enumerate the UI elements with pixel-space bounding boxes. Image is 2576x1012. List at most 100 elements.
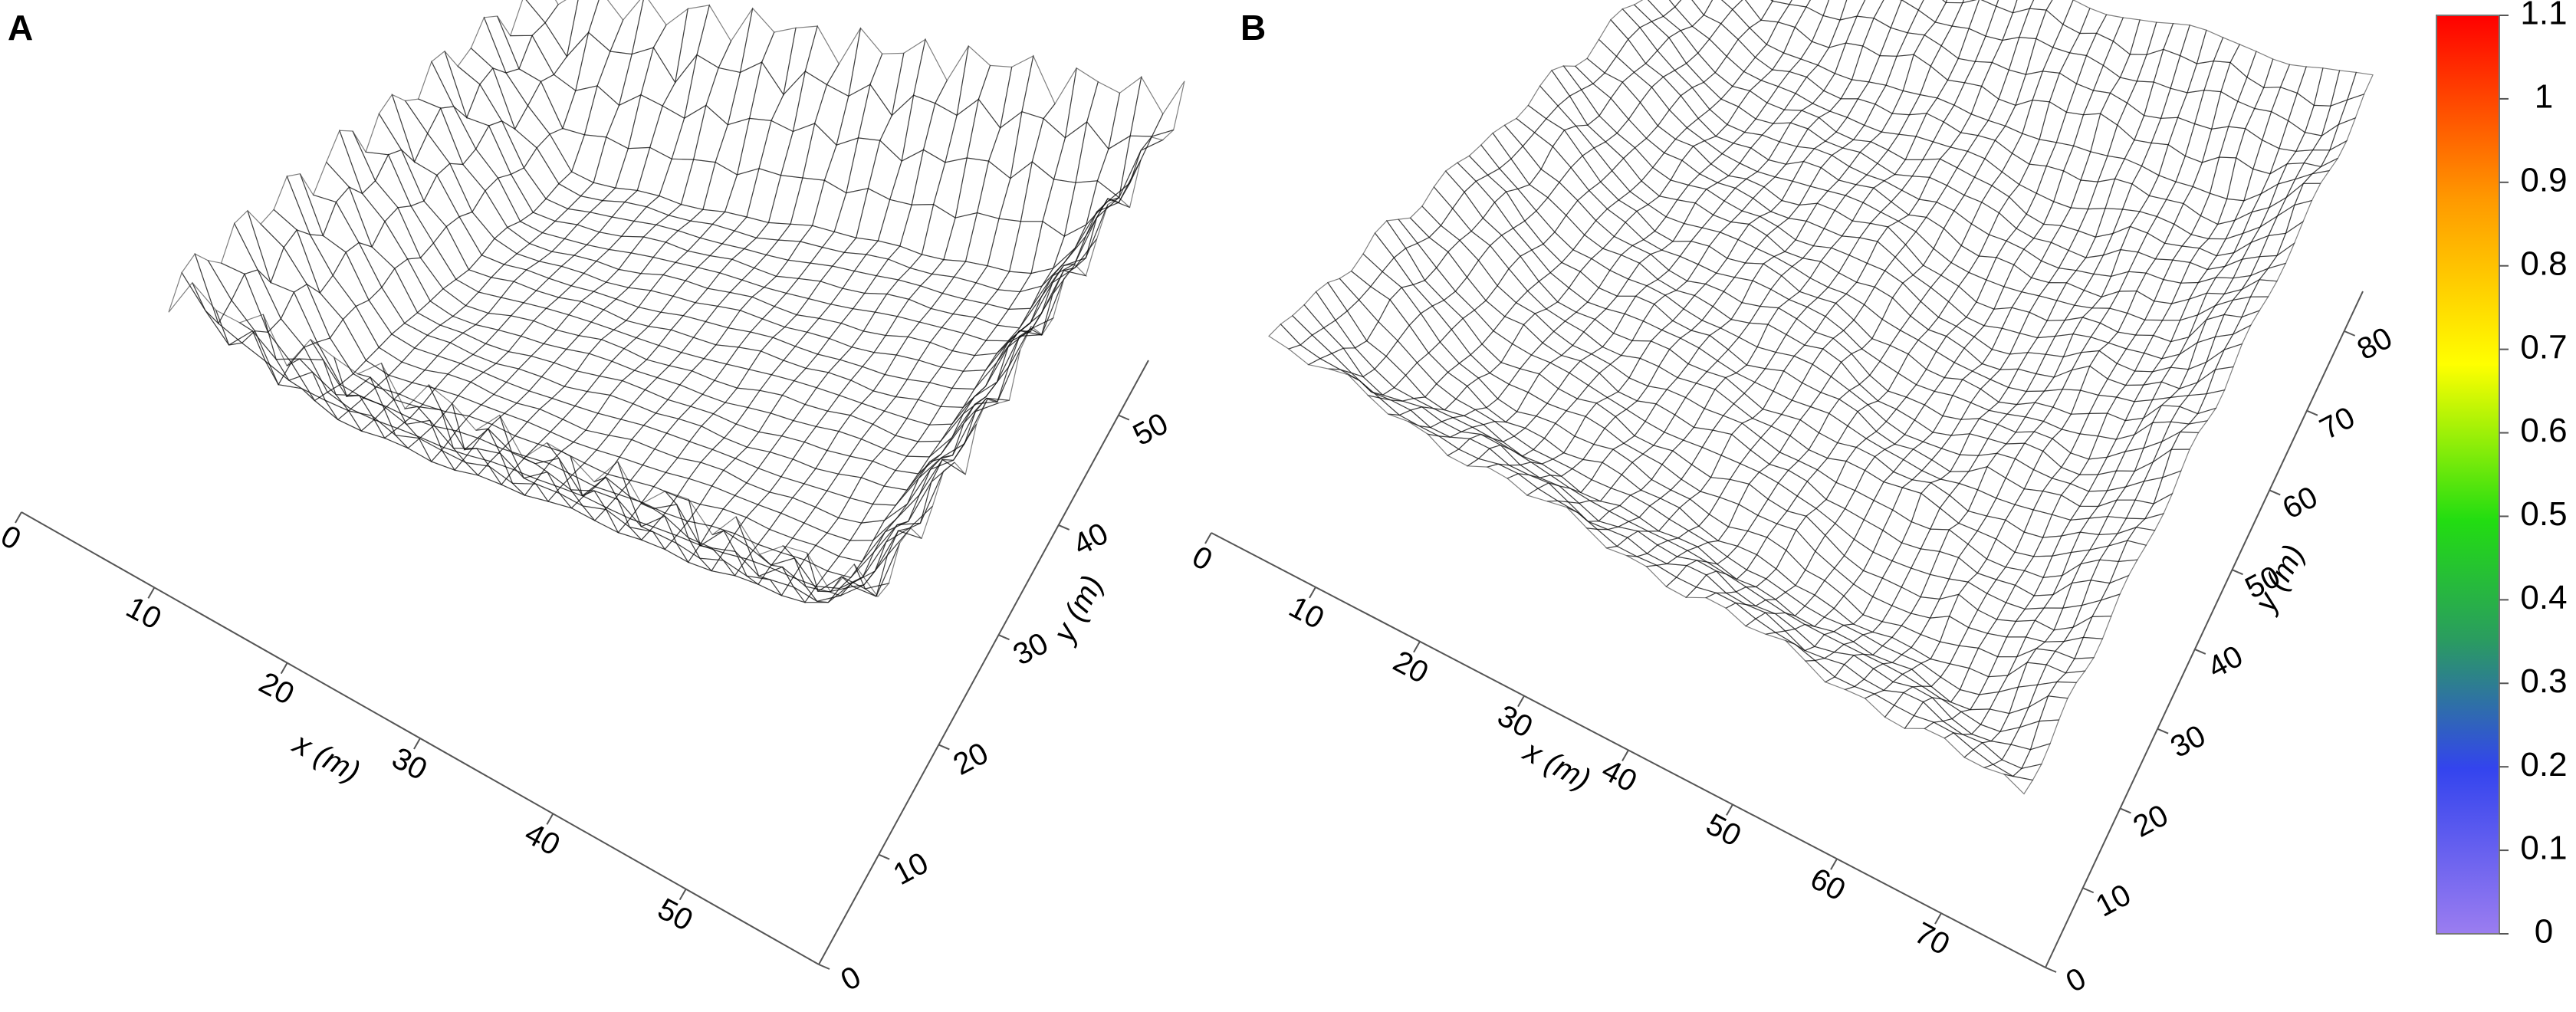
surface-cell <box>1862 596 1893 623</box>
surface-cell <box>1668 337 1700 365</box>
surface-cell <box>1939 615 1970 646</box>
surface-cell <box>1650 329 1681 350</box>
surface-cell <box>2183 186 2211 217</box>
surface-cell <box>580 182 616 202</box>
surface-cell <box>1715 123 1746 144</box>
surface-cell <box>1681 145 1712 175</box>
surface-cell <box>2119 54 2147 82</box>
surface-cell <box>1451 191 1484 232</box>
surface-cell <box>2068 32 2098 57</box>
surface-cell <box>1096 182 1131 212</box>
surface-cell <box>1814 657 1845 678</box>
surface-cell <box>2033 574 2063 596</box>
surface-cell <box>1813 633 1845 653</box>
surface-cell <box>826 430 863 457</box>
surface-cell <box>2091 593 2121 618</box>
surface-cell <box>481 238 518 265</box>
surface-cell <box>1737 530 1768 556</box>
surface-cell <box>2193 90 2222 130</box>
surface-cell <box>748 61 784 122</box>
surface-cell <box>943 212 978 262</box>
surface-cell <box>723 530 760 577</box>
surface-cell <box>2214 343 2243 370</box>
surface-cell <box>1611 157 1642 192</box>
surface-cell <box>557 171 595 197</box>
surface-cell <box>2058 249 2087 271</box>
panel-a-y-tick-label: 10 <box>888 846 934 892</box>
surface-cell <box>2319 140 2348 168</box>
surface-cell <box>653 432 691 458</box>
surface-cell <box>633 359 671 379</box>
surface-cell <box>1960 223 1990 257</box>
surface-cell <box>1818 412 1848 444</box>
surface-cell <box>490 264 527 282</box>
surface-cell <box>1576 384 1608 404</box>
surface-cell <box>1620 245 1652 264</box>
surface-cell <box>1871 318 1901 347</box>
panel-a-x-tick <box>546 813 554 825</box>
surface-cell <box>906 360 942 383</box>
surface-cell <box>1140 129 1175 151</box>
surface-cell <box>1799 406 1830 434</box>
surface-cell <box>1787 202 1819 222</box>
surface-cell <box>1911 158 1941 178</box>
surface-cell <box>790 177 826 226</box>
surface-cell <box>1591 462 1623 489</box>
surface-cell <box>705 67 741 126</box>
surface-cell <box>815 532 851 557</box>
surface-cell <box>2022 99 2051 140</box>
surface-cell <box>1010 110 1044 180</box>
surface-cell <box>1769 274 1801 301</box>
surface-cell <box>680 337 717 360</box>
surface-cell <box>2003 773 2034 795</box>
surface-cell <box>1592 72 1624 99</box>
surface-cell <box>2047 681 2078 699</box>
surface-cell <box>1806 202 1836 229</box>
surface-cell <box>1075 120 1109 183</box>
surface-cell <box>1901 479 1932 495</box>
surface-cell <box>667 384 704 407</box>
surface-cell <box>1498 463 1530 475</box>
surface-cell <box>596 394 634 420</box>
surface-cell <box>416 406 454 449</box>
surface-cell <box>1020 160 1055 222</box>
surface-cell <box>1866 240 1896 271</box>
surface-cell <box>1933 228 1962 264</box>
surface-cell <box>1824 131 1855 149</box>
surface-cell <box>584 412 622 436</box>
surface-cell <box>480 393 518 414</box>
surface-cell <box>1515 290 1547 314</box>
surface-cell <box>1681 464 1712 492</box>
surface-cell <box>746 431 783 453</box>
surface-cell <box>721 230 757 250</box>
surface-cell <box>446 363 485 383</box>
surface-cell <box>2312 123 2340 151</box>
surface-cell <box>1610 81 1641 120</box>
surface-cell <box>1876 149 1907 176</box>
surface-cell <box>1887 133 1917 161</box>
surface-cell <box>814 449 851 475</box>
surface-cell <box>1848 151 1878 176</box>
surface-cell <box>2150 117 2179 146</box>
surface-cell <box>917 423 953 442</box>
panel-b-y-tick-label: 30 <box>2165 718 2211 764</box>
surface-cell <box>839 347 876 367</box>
panel-b-y-tick-label: 0 <box>2061 961 2091 999</box>
surface-cell <box>570 134 607 184</box>
surface-cell <box>1043 67 1077 139</box>
surface-cell <box>1717 349 1748 374</box>
surface-cell <box>734 517 770 545</box>
surface-cell <box>1307 358 1341 370</box>
surface-cell <box>803 468 840 491</box>
surface-cell <box>1844 685 1876 699</box>
surface-cell <box>530 343 567 363</box>
surface-cell <box>2233 225 2262 255</box>
surface-cell <box>1021 54 1056 120</box>
surface-cell <box>2097 486 2128 508</box>
surface-cell <box>2024 594 2055 610</box>
surface-cell <box>572 429 610 451</box>
surface-cell <box>2078 8 2108 34</box>
surface-cell <box>2052 562 2082 596</box>
surface-cell <box>1969 418 1999 439</box>
surface-cell <box>534 483 573 509</box>
